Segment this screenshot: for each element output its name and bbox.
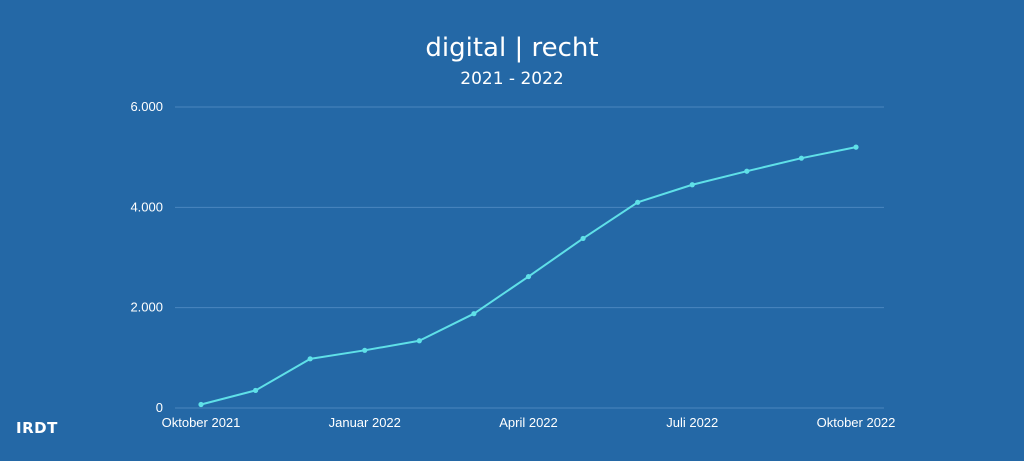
data-point (853, 144, 859, 150)
data-point (798, 155, 805, 161)
chart-subtitle: 2021 - 2022 (460, 69, 563, 89)
data-point (198, 401, 204, 408)
x-tick-label: Juli 2022 (666, 415, 718, 430)
data-point (307, 356, 313, 362)
x-axis-tick-labels: Oktober 2021 Januar 2022 April 2022 Juli 20… (162, 415, 896, 430)
y-tick-label: 0 (156, 400, 163, 415)
chart-title: digital | recht (425, 33, 598, 63)
data-point (362, 347, 368, 353)
data-point (471, 311, 477, 317)
irdt-logo: IRDT (16, 419, 58, 437)
grid-lines (175, 106, 884, 409)
data-point (635, 199, 641, 205)
x-tick-label: Oktober 2021 (162, 415, 241, 430)
y-tick-label: 4.000 (130, 199, 163, 214)
x-tick-label: Oktober 2022 (817, 415, 896, 430)
data-point (744, 168, 750, 174)
y-tick-label: 6.000 (130, 99, 163, 114)
y-tick-label: 2.000 (130, 300, 163, 315)
x-tick-label: April 2022 (499, 415, 558, 430)
data-point (525, 273, 532, 280)
data-point (689, 182, 695, 188)
series-points (198, 144, 859, 408)
x-tick-label: Januar 2022 (329, 415, 401, 430)
data-point (252, 387, 259, 394)
y-axis-tick-labels: 0 2.000 4.000 6.000 (130, 99, 163, 415)
data-point (416, 338, 422, 344)
data-point (580, 235, 586, 242)
